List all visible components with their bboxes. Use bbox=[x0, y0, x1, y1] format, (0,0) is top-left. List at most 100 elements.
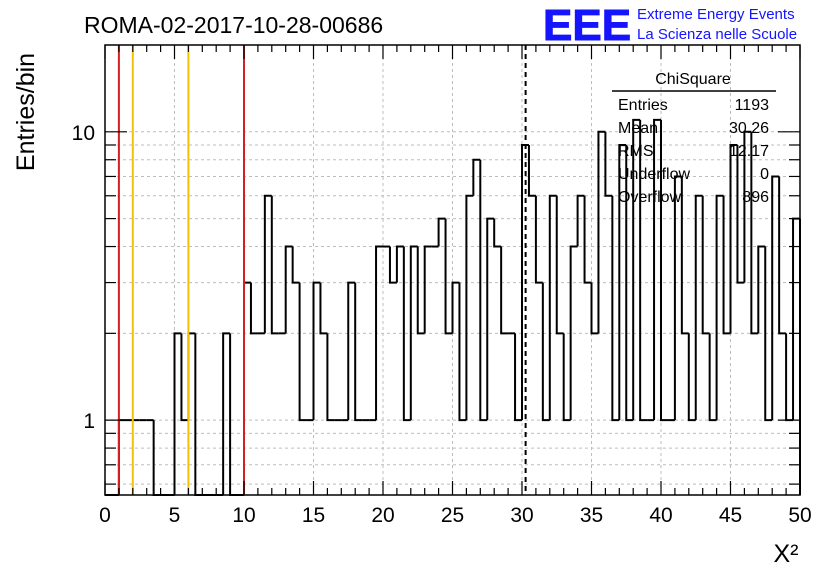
histogram-bin bbox=[778, 176, 787, 335]
histogram-bin bbox=[472, 158, 481, 196]
histogram-bin bbox=[569, 245, 578, 421]
histogram-bin bbox=[590, 282, 599, 335]
histogram-bin bbox=[500, 246, 509, 335]
histogram-bin bbox=[437, 217, 446, 247]
stats-value-mean: 30.26 bbox=[729, 120, 769, 137]
y-tick-labels: 1 10 bbox=[72, 122, 95, 433]
x-tick-label: 25 bbox=[441, 504, 464, 527]
histogram-bin bbox=[618, 143, 627, 421]
chart-title: ROMA-02-2017-10-28-00686 bbox=[84, 12, 383, 38]
histogram-bin bbox=[465, 194, 474, 421]
histogram-bin bbox=[534, 195, 543, 284]
x-tick-label: 45 bbox=[719, 504, 742, 527]
stats-value-underflow: 0 bbox=[760, 166, 769, 183]
x-tick-label: 20 bbox=[371, 504, 394, 527]
stats-title: ChiSquare bbox=[655, 71, 731, 88]
histogram-bin bbox=[792, 217, 800, 421]
histogram-bin bbox=[660, 119, 668, 422]
histogram-bin bbox=[493, 218, 502, 248]
histogram-bin bbox=[680, 176, 689, 335]
histogram-bin bbox=[694, 194, 703, 421]
histogram-bin bbox=[701, 195, 710, 335]
histogram-bin bbox=[416, 246, 425, 335]
histogram-bin bbox=[771, 175, 780, 421]
histogram-bin bbox=[555, 195, 564, 335]
histogram-bin bbox=[576, 194, 585, 247]
x-tick-label: 50 bbox=[788, 504, 811, 527]
histogram-bin bbox=[541, 282, 550, 422]
histogram-bin bbox=[319, 282, 328, 335]
histogram-bin bbox=[632, 118, 641, 421]
x-tick-label: 40 bbox=[649, 504, 672, 527]
histogram-bin bbox=[639, 119, 648, 422]
histogram-bin bbox=[597, 130, 606, 334]
histogram-bin bbox=[583, 195, 592, 284]
y-tick-label: 10 bbox=[72, 122, 95, 145]
histogram-bin bbox=[479, 159, 488, 422]
histogram-bin bbox=[249, 282, 258, 335]
histogram-bin bbox=[312, 281, 321, 421]
histogram-bin bbox=[785, 333, 794, 422]
histogram-bin bbox=[562, 333, 571, 422]
histogram-bin bbox=[291, 246, 300, 284]
histogram-bin bbox=[750, 131, 759, 335]
histogram-bin bbox=[486, 217, 495, 421]
stats-label-entries: Entries bbox=[618, 97, 668, 114]
stats-label-mean: Mean bbox=[618, 120, 658, 137]
histogram-bin bbox=[757, 245, 766, 334]
histogram-bin bbox=[284, 245, 293, 334]
x-tick-label: 35 bbox=[580, 504, 603, 527]
histogram-bin bbox=[180, 333, 189, 422]
histogram-bin bbox=[722, 195, 731, 335]
histogram-bin bbox=[375, 245, 383, 421]
histogram-bin bbox=[625, 144, 634, 422]
x-tick-label: 15 bbox=[302, 504, 325, 527]
stats-value-entries: 1193 bbox=[735, 97, 770, 114]
histogram-bin bbox=[347, 281, 356, 421]
stats-label-underflow: Underflow bbox=[618, 166, 690, 183]
histogram-bin bbox=[263, 194, 272, 334]
stats-box: ChiSquare Entries 1193 Mean 30.26 RMS 12… bbox=[612, 71, 776, 206]
histogram-bin bbox=[395, 245, 404, 283]
histogram-bin bbox=[548, 194, 557, 421]
histogram-bin bbox=[270, 195, 279, 335]
histogram-bin bbox=[736, 144, 745, 284]
histogram-bin bbox=[451, 281, 460, 334]
y-axis-label: Entries/bin bbox=[12, 53, 40, 171]
histogram-bin bbox=[521, 143, 529, 421]
histogram-bin bbox=[298, 282, 307, 422]
histogram-bin bbox=[326, 333, 335, 422]
histogram-bin bbox=[388, 246, 397, 284]
histogram-bin bbox=[194, 333, 203, 496]
histogram-bin bbox=[409, 245, 418, 421]
histogram-bin bbox=[527, 144, 536, 197]
histogram-bin bbox=[243, 281, 251, 495]
histogram-bin bbox=[402, 246, 411, 422]
histogram-bin bbox=[715, 194, 724, 421]
axes bbox=[104, 44, 801, 496]
histogram-bin bbox=[514, 333, 522, 422]
histogram-bin bbox=[444, 218, 453, 335]
histogram-bin bbox=[604, 131, 613, 197]
histogram-bin bbox=[653, 118, 661, 421]
tagline-1: Extreme Energy Events bbox=[637, 6, 795, 23]
histogram-bin bbox=[458, 282, 467, 422]
stats-label-rms: RMS bbox=[618, 143, 654, 160]
eee-logo-text: EEE bbox=[543, 1, 631, 50]
tagline-2: La Scienza nelle Scuole bbox=[637, 26, 797, 43]
grid bbox=[105, 45, 800, 495]
x-axis-label: X² bbox=[774, 540, 799, 568]
histogram-bin bbox=[764, 246, 773, 422]
marker-lines bbox=[117, 45, 527, 495]
histogram-bin bbox=[229, 333, 238, 496]
x-tick-label: 10 bbox=[232, 504, 255, 527]
x-tick-labels: 0 5 10 15 20 25 30 35 40 45 50 bbox=[99, 504, 812, 527]
histogram-bin bbox=[354, 282, 363, 422]
histogram-bin bbox=[743, 130, 752, 283]
stats-value-rms: 12.17 bbox=[729, 143, 769, 160]
histogram-bin bbox=[187, 332, 196, 421]
x-tick-label: 0 bbox=[99, 504, 111, 527]
eee-logo: EEE Extreme Energy Events La Scienza nel… bbox=[543, 1, 798, 51]
histogram-bin bbox=[611, 195, 620, 422]
